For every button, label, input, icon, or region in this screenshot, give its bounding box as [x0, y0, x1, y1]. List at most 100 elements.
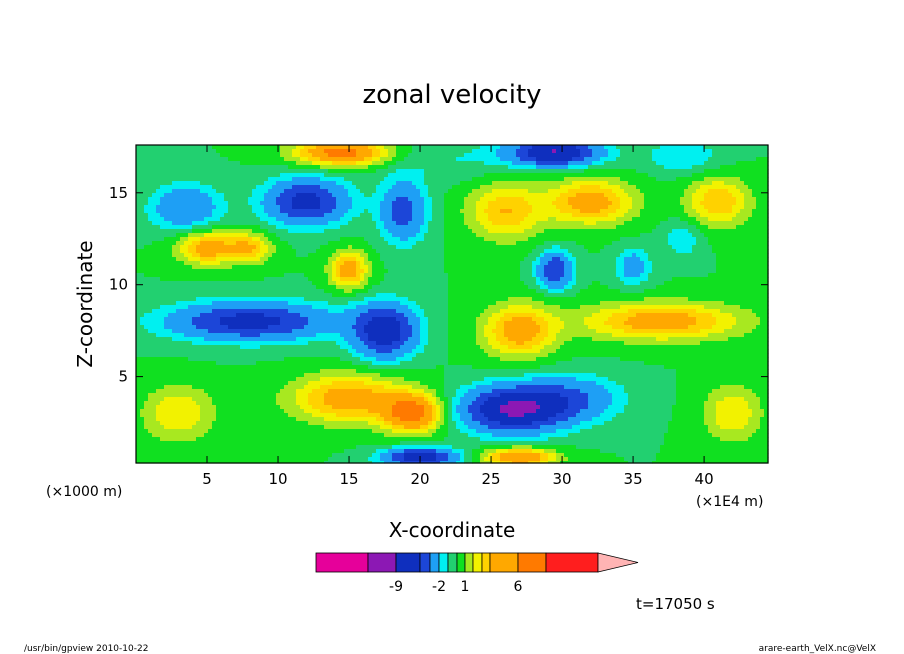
- contour-cell: [308, 157, 321, 162]
- contour-cell: [520, 277, 537, 282]
- contour-cell: [136, 381, 289, 386]
- contour-cell: [564, 325, 589, 330]
- contour-cell: [152, 193, 165, 198]
- contour-cell: [456, 409, 469, 414]
- contour-cell: [700, 185, 737, 190]
- contour-cell: [144, 245, 173, 250]
- contour-cell: [136, 369, 321, 374]
- contour-cell: [524, 373, 597, 378]
- contour-cell: [136, 345, 241, 350]
- contour-cell: [416, 401, 429, 406]
- contour-cell: [616, 269, 625, 274]
- contour-cell: [624, 409, 673, 414]
- contour-cell: [436, 429, 449, 434]
- contour-cell: [352, 205, 381, 210]
- contour-cell: [384, 261, 445, 266]
- contour-cell: [524, 257, 537, 262]
- contour-cell: [184, 253, 193, 258]
- contour-cell: [704, 409, 717, 414]
- contour-cell: [444, 249, 533, 254]
- contour-cell: [356, 369, 445, 374]
- contour-cell: [448, 309, 485, 314]
- contour-cell: [428, 329, 449, 334]
- contour-cell: [136, 177, 269, 182]
- contour-cell: [712, 325, 733, 330]
- contour-cell: [744, 397, 761, 402]
- contour-cell: [656, 453, 769, 458]
- colorbar-segment: [545, 552, 599, 573]
- contour-cell: [412, 393, 425, 398]
- contour-cell: [496, 449, 509, 454]
- contour-cell: [408, 153, 465, 158]
- contour-cell: [252, 205, 265, 210]
- contour-cell: [472, 449, 485, 454]
- colorbar-segment: [489, 552, 519, 573]
- contour-cell: [620, 201, 633, 206]
- contour-cell: [220, 317, 281, 322]
- contour-cell: [136, 297, 197, 302]
- contour-cell: [420, 417, 433, 422]
- contour-cell: [172, 253, 185, 258]
- contour-cell: [136, 413, 141, 418]
- contour-cell: [136, 257, 177, 262]
- contour-cell: [512, 161, 537, 166]
- contour-cell: [704, 161, 737, 166]
- contour-cell: [680, 197, 693, 202]
- contour-cell: [600, 157, 617, 162]
- contour-cell: [560, 317, 585, 322]
- contour-cell: [332, 161, 357, 166]
- x-tick-label: 10: [268, 470, 287, 488]
- contour-cell: [184, 261, 201, 266]
- contour-cell: [444, 233, 477, 238]
- contour-cell: [732, 205, 745, 210]
- contour-cell: [648, 173, 693, 178]
- contour-cell: [548, 333, 557, 338]
- contour-cell: [548, 417, 569, 422]
- contour-cell: [388, 173, 425, 178]
- contour-cell: [432, 205, 445, 210]
- contour-cell: [340, 217, 353, 222]
- contour-cell: [380, 233, 393, 238]
- contour-cell: [368, 321, 401, 326]
- contour-cell: [700, 221, 745, 226]
- contour-cell: [136, 361, 217, 366]
- contour-cell: [264, 209, 281, 214]
- contour-cell: [484, 413, 509, 418]
- contour-cell: [160, 401, 197, 406]
- contour-cell: [672, 229, 689, 234]
- contour-cell: [240, 345, 261, 350]
- contour-cell: [384, 197, 397, 202]
- contour-cell: [432, 421, 437, 426]
- contour-cell: [676, 177, 705, 182]
- contour-cell: [328, 169, 377, 174]
- contour-cell: [492, 457, 501, 462]
- contour-cell: [484, 309, 501, 314]
- contour-cell: [200, 261, 221, 266]
- contour-cell: [752, 389, 769, 394]
- contour-cell: [376, 249, 445, 254]
- contour-cell: [540, 261, 549, 266]
- contour-cell: [608, 197, 621, 202]
- contour-cell: [700, 213, 737, 218]
- contour-cell: [652, 157, 709, 162]
- contour-cell: [380, 425, 393, 430]
- contour-cell: [412, 213, 425, 218]
- contour-cell: [220, 261, 265, 266]
- contour-cell: [520, 269, 533, 274]
- contour-cell: [400, 301, 417, 306]
- contour-cell: [136, 365, 369, 370]
- contour-cell: [548, 289, 565, 294]
- contour-cell: [704, 405, 717, 410]
- contour-cell: [368, 165, 389, 170]
- contour-cell: [492, 313, 505, 318]
- contour-cell: [212, 213, 225, 218]
- contour-cell: [368, 253, 381, 258]
- contour-cell: [720, 309, 753, 314]
- contour-cell: [664, 281, 769, 286]
- contour-cell: [656, 285, 769, 290]
- contour-cell: [448, 273, 521, 278]
- contour-cell: [360, 189, 377, 194]
- contour-cell: [524, 413, 557, 418]
- contour-cell: [532, 145, 577, 150]
- contour-cell: [368, 421, 385, 426]
